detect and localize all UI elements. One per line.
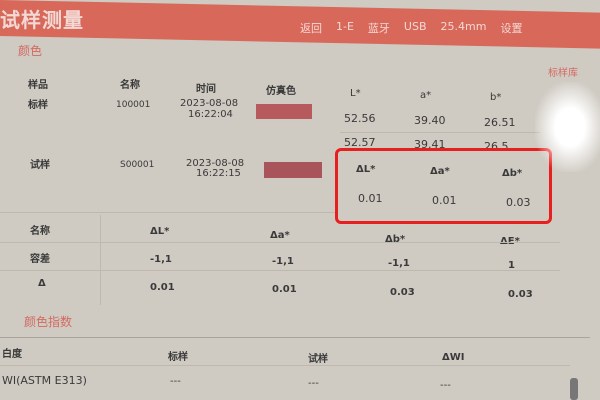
header-dWI: ΔWI (442, 352, 465, 363)
row-label: 标样 (28, 100, 48, 111)
row-tolerance-label: 容差 (30, 254, 50, 265)
col-sample: 样品 (28, 80, 48, 91)
divider (100, 215, 101, 305)
col-b: b* (490, 92, 502, 103)
col-name: 名称 (120, 80, 140, 91)
tolerance-dE[interactable]: 1 (508, 260, 515, 271)
row-delta-label: Δ (38, 278, 46, 289)
header-sample: 试样 (308, 354, 328, 365)
delta-a-value: 0.01 (432, 194, 457, 207)
delta-dE: 0.03 (508, 289, 533, 300)
glare (535, 82, 600, 172)
standard-date: 2023-08-08 (180, 98, 239, 109)
section-color-index: 颜色指数 (24, 315, 73, 329)
index-standard: --- (170, 376, 181, 387)
sample-name: S00001 (120, 160, 155, 170)
divider (0, 242, 560, 243)
sample-date: 2023-08-08 (186, 158, 245, 169)
status-bar: 返回 1-E 蓝牙 USB 25.4mm 设置 (300, 20, 522, 36)
usb-icon: USB (403, 20, 427, 33)
delta-dL: 0.01 (150, 282, 175, 293)
col-time: 时间 (196, 84, 216, 95)
standard-time: 16:22:04 (188, 109, 233, 120)
col-swatch: 仿真色 (266, 86, 296, 97)
header-name: 名称 (30, 226, 50, 237)
standard-b: 26.51 (484, 116, 516, 129)
header-dE: ΔE* (500, 236, 520, 247)
bluetooth-icon: 蓝牙 (367, 22, 390, 35)
sample-swatch (264, 162, 322, 178)
mode-indicator: 1-E (336, 20, 354, 33)
header-whiteness: 白度 (2, 349, 22, 360)
delta-b-header: Δb* (502, 168, 523, 179)
divider (0, 365, 570, 366)
standard-name: 100001 (116, 100, 151, 110)
divider (0, 270, 560, 271)
sample-time: 16:22:15 (196, 168, 241, 179)
standard-swatch (256, 104, 312, 119)
header-standard: 标样 (168, 352, 188, 363)
standard-library-button[interactable]: 标样库 (548, 68, 578, 79)
tolerance-dL[interactable]: -1,1 (150, 254, 172, 265)
back-button[interactable]: 返回 (300, 22, 322, 35)
scrollbar[interactable] (570, 378, 578, 400)
header-dL: ΔL* (150, 226, 170, 237)
section-color: 颜色 (18, 44, 43, 58)
delta-db: 0.03 (390, 287, 415, 298)
aperture-indicator: 25.4mm (440, 20, 487, 33)
sample-a: 39.41 (414, 138, 446, 151)
delta-b-value: 0.03 (506, 196, 531, 209)
divider (0, 212, 335, 213)
sample-L: 52.57 (344, 136, 376, 149)
highlight-box (335, 148, 552, 224)
divider (0, 337, 590, 338)
header-db: Δb* (385, 234, 406, 245)
index-name: WI(ASTM E313) (2, 374, 87, 387)
divider (340, 132, 540, 133)
delta-da: 0.01 (272, 284, 297, 295)
index-sample: --- (308, 378, 319, 389)
col-L: L* (350, 88, 361, 99)
page-title: 试样测量 (0, 8, 84, 32)
row-label: 试样 (30, 160, 50, 171)
settings-icon[interactable]: 设置 (500, 22, 523, 35)
col-a: a* (420, 90, 432, 101)
index-dWI: --- (440, 380, 451, 391)
header-da: Δa* (270, 230, 290, 241)
delta-L-value: 0.01 (358, 192, 383, 205)
delta-a-header: Δa* (430, 166, 450, 177)
tolerance-db[interactable]: -1,1 (388, 258, 410, 269)
tolerance-da[interactable]: -1,1 (272, 256, 294, 267)
standard-a: 39.40 (414, 114, 446, 127)
delta-L-header: ΔL* (356, 164, 376, 175)
standard-L: 52.56 (344, 112, 376, 125)
